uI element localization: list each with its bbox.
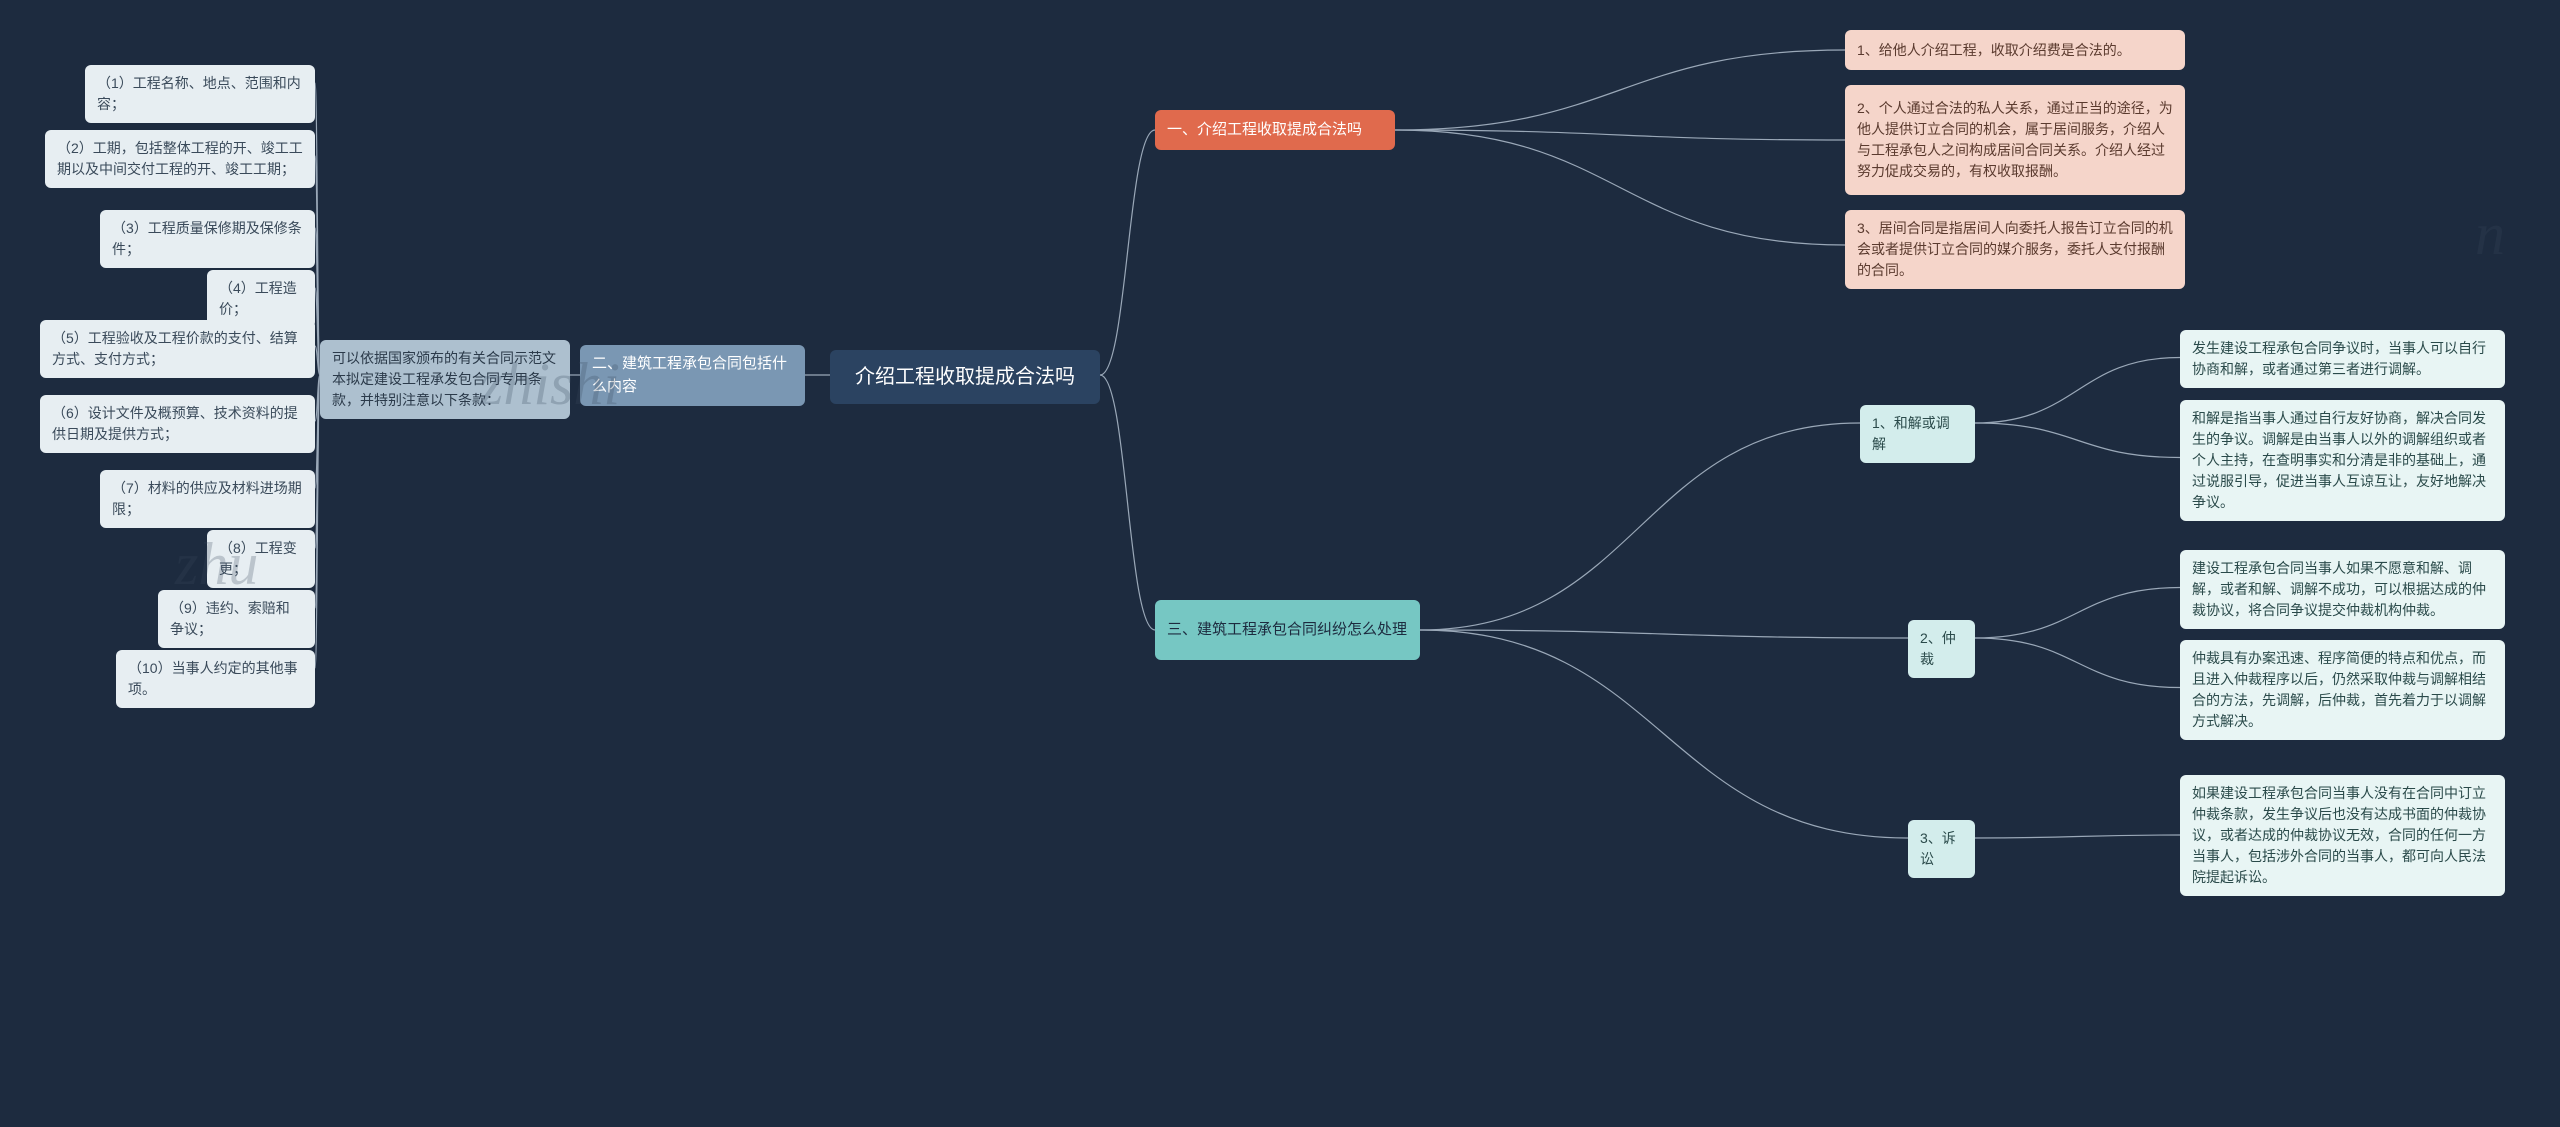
branch-3-sub-2-leaf-1: 建设工程承包合同当事人如果不愿意和解、调解，或者和解、调解不成功，可以根据达成的…	[2180, 550, 2505, 629]
branch-2-leaf-6: （6）设计文件及概预算、技术资料的提供日期及提供方式；	[40, 395, 315, 453]
branch-2-leaf-3: （3）工程质量保修期及保修条件；	[100, 210, 315, 268]
branch-3: 三、建筑工程承包合同纠纷怎么处理	[1155, 600, 1420, 660]
branch-2-leaf-1: （1）工程名称、地点、范围和内容；	[85, 65, 315, 123]
watermark-1: zhu	[175, 530, 258, 599]
watermark-3: n	[2475, 200, 2505, 269]
branch-3-sub-1: 1、和解或调解	[1860, 405, 1975, 463]
branch-2-leaf-10: （10）当事人约定的其他事项。	[116, 650, 315, 708]
root-node: 介绍工程收取提成合法吗	[830, 350, 1100, 404]
branch-3-sub-2-leaf-2: 仲裁具有办案迅速、程序简便的特点和优点，而且进入仲裁程序以后，仍然采取仲裁与调解…	[2180, 640, 2505, 740]
branch-1-leaf-2: 2、个人通过合法的私人关系，通过正当的途径，为他人提供订立合同的机会，属于居间服…	[1845, 85, 2185, 195]
branch-3-sub-2: 2、仲裁	[1908, 620, 1975, 678]
branch-1: 一、介绍工程收取提成合法吗	[1155, 110, 1395, 150]
branch-3-sub-1-leaf-1: 发生建设工程承包合同争议时，当事人可以自行协商和解，或者通过第三者进行调解。	[2180, 330, 2505, 388]
branch-1-leaf-3: 3、居间合同是指居间人向委托人报告订立合同的机会或者提供订立合同的媒介服务，委托…	[1845, 210, 2185, 289]
branch-2-leaf-7: （7）材料的供应及材料进场期限；	[100, 470, 315, 528]
branch-2-leaf-5: （5）工程验收及工程价款的支付、结算方式、支付方式；	[40, 320, 315, 378]
branch-3-sub-3-leaf-1: 如果建设工程承包合同当事人没有在合同中订立仲裁条款，发生争议后也没有达成书面的仲…	[2180, 775, 2505, 896]
branch-3-sub-3: 3、诉讼	[1908, 820, 1975, 878]
branch-2-leaf-2: （2）工期，包括整体工程的开、竣工工期以及中间交付工程的开、竣工工期；	[45, 130, 315, 188]
branch-1-leaf-1: 1、给他人介绍工程，收取介绍费是合法的。	[1845, 30, 2185, 70]
branch-3-sub-1-leaf-2: 和解是指当事人通过自行友好协商，解决合同发生的争议。调解是由当事人以外的调解组织…	[2180, 400, 2505, 521]
watermark-2: zhishi	[480, 350, 620, 419]
